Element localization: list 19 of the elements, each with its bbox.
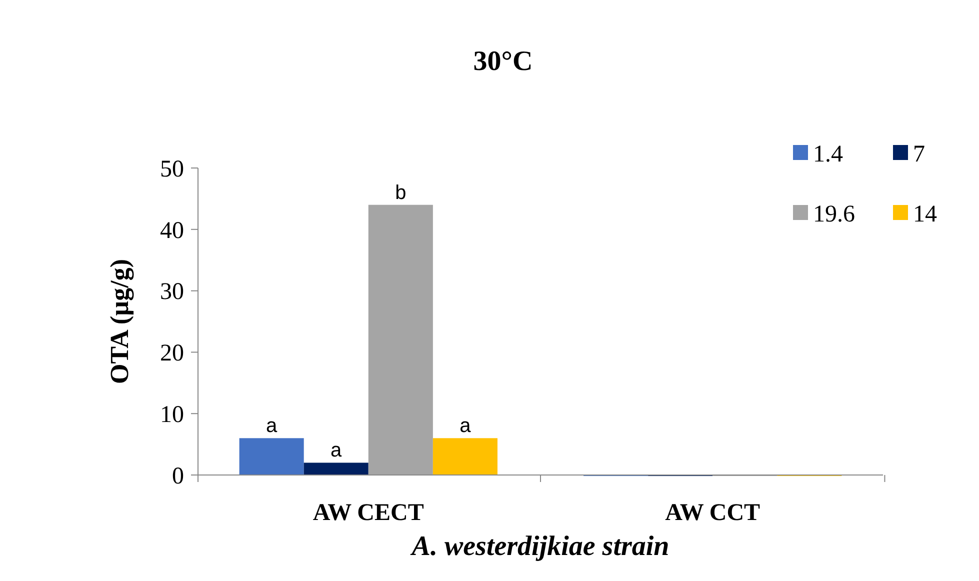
annotation: a: [460, 415, 472, 438]
annotation: b: [395, 182, 406, 204]
y-tick-label: 30: [160, 279, 184, 306]
legend-label: 7: [913, 141, 925, 168]
y-tick-label: 40: [160, 218, 184, 244]
y-tick-label: 0: [172, 463, 184, 490]
annotation: a: [266, 415, 278, 438]
x-axis-title: A. westerdijkiae strain: [410, 531, 670, 562]
chart-title: 30°C: [473, 46, 533, 77]
y-tick-label: 10: [160, 402, 184, 428]
y-tick-label: 50: [160, 156, 184, 182]
x-tick-label: AW CECT: [312, 500, 424, 526]
legend-label: 1.4: [813, 141, 843, 168]
legend-label: 14: [913, 201, 937, 228]
y-tick-label: 20: [160, 340, 184, 367]
legend-label: 19.6: [813, 201, 855, 228]
y-axis-title: OTA (µg/g): [105, 259, 134, 384]
annotation: a: [330, 440, 343, 462]
x-tick-label: AW CCT: [665, 500, 760, 526]
